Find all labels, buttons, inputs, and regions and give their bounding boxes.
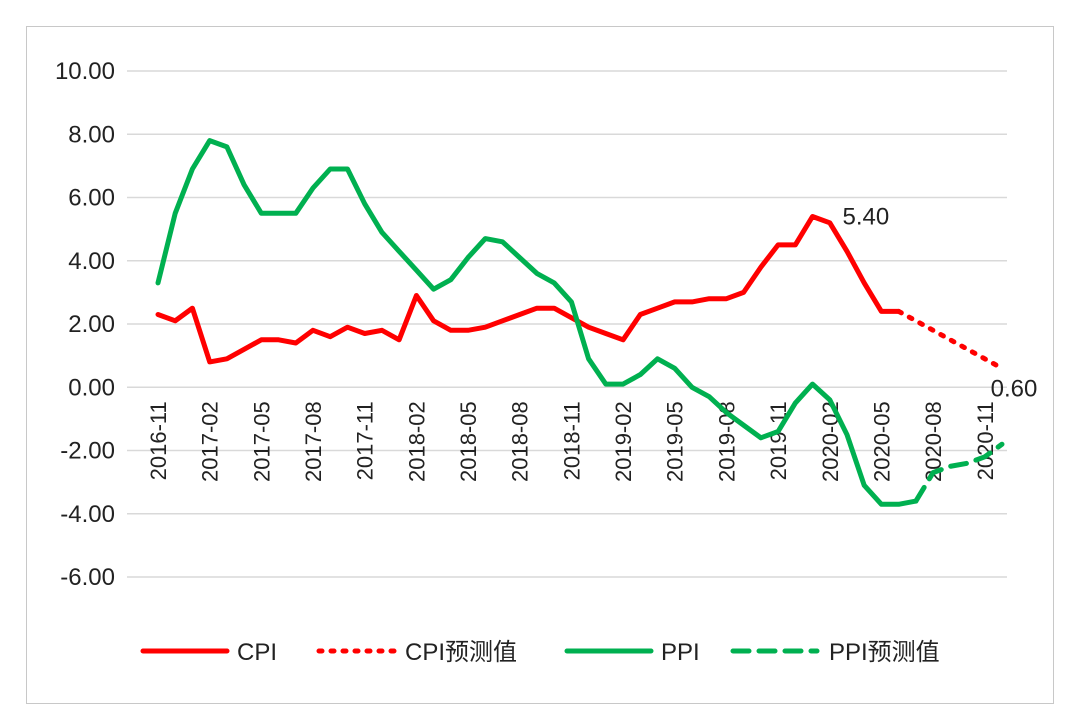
series-line-PPI预测值 — [913, 441, 1005, 504]
series-line-CPI预测值 — [896, 308, 1005, 371]
legend-label: PPI — [661, 639, 700, 666]
x-tick-label: 2016-11 — [146, 401, 171, 480]
x-tick-label: 2017-11 — [353, 401, 378, 480]
data-label: 0.60 — [991, 375, 1038, 402]
x-tick-label: 2019-02 — [611, 401, 636, 482]
y-tick-label: 0.00 — [68, 374, 115, 401]
y-tick-label: 4.00 — [68, 248, 115, 275]
x-tick-label: 2017-08 — [301, 401, 326, 482]
data-label: 5.40 — [843, 203, 890, 230]
x-tick-label: 2020-11 — [973, 401, 998, 480]
data-annotations: 5.40 0.60 — [843, 203, 1038, 402]
x-axis-ticks: 2016-11 2017-02 2017-05 2017-08 2017-11 2018-… — [146, 401, 998, 482]
y-tick-label: -6.00 — [60, 564, 115, 591]
y-tick-label: -4.00 — [60, 501, 115, 528]
y-tick-label: 10.00 — [55, 58, 115, 85]
legend-label: CPI预测值 — [405, 639, 517, 666]
y-axis-ticks: 10.00 8.00 6.00 4.00 2.00 0.00 -2.00 -4.00 -6.00 — [55, 58, 115, 591]
x-tick-label: 2020-05 — [869, 401, 894, 482]
series-lines — [155, 138, 1005, 507]
x-tick-label: 2018-08 — [508, 401, 533, 482]
y-tick-label: -2.00 — [60, 438, 115, 465]
y-tick-label: 2.00 — [68, 311, 115, 338]
x-tick-label: 2018-02 — [404, 401, 429, 482]
series-line-PPI — [155, 138, 919, 507]
y-tick-label: 6.00 — [68, 185, 115, 212]
x-tick-label: 2019-05 — [663, 401, 688, 482]
x-tick-label: 2018-11 — [559, 401, 584, 480]
x-tick-label: 2017-02 — [198, 401, 223, 482]
legend: CPI CPI预测值 PPI PPI预测值 — [140, 639, 940, 666]
series-line-CPI — [155, 214, 902, 365]
x-tick-label: 2017-05 — [249, 401, 274, 482]
legend-label: PPI预测值 — [829, 639, 940, 666]
gridlines — [127, 70, 1007, 578]
line-chart: 10.00 8.00 6.00 4.00 2.00 0.00 -2.00 -4.00 -6.00… — [55, 58, 1038, 666]
x-tick-label: 2018-05 — [456, 401, 481, 482]
y-tick-label: 8.00 — [68, 121, 115, 148]
legend-label: CPI — [237, 639, 277, 666]
chart-frame: 10.00 8.00 6.00 4.00 2.00 0.00 -2.00 -4.00 -6.00… — [26, 26, 1054, 704]
